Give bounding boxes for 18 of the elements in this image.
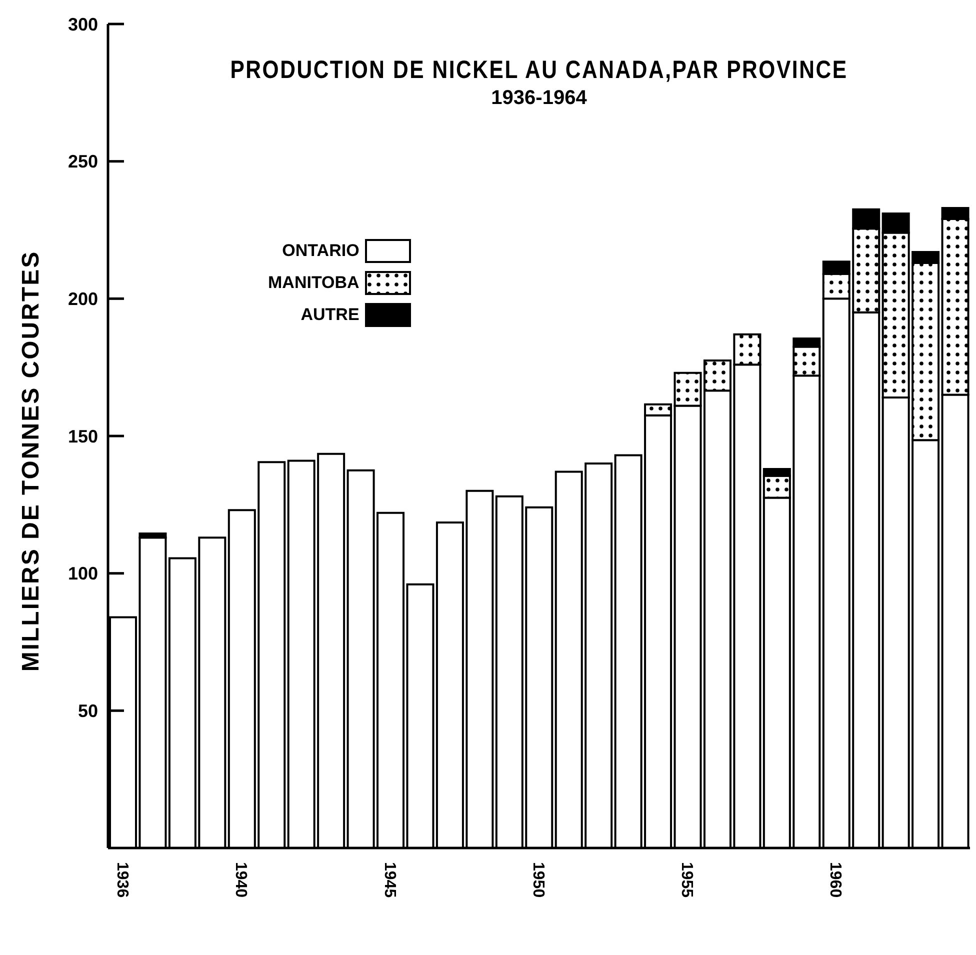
x-tick-label: 1936	[113, 862, 130, 898]
x-tick-label: 1955	[678, 862, 696, 898]
y-tick-label: 250	[68, 152, 98, 172]
y-tick-label: 300	[68, 14, 98, 34]
legend-label: ONTARIO	[282, 241, 360, 261]
legend-label: MANITOBA	[268, 273, 360, 293]
text: 1936-1964	[490, 87, 588, 110]
x-tick-label: 1945	[380, 862, 398, 898]
x-tick-label: 1950	[529, 862, 546, 898]
legend-label: AUTRE	[300, 305, 360, 325]
y-axis-title: MILLIERS DE TONNES COURTES	[18, 250, 46, 672]
y-tick-label: 100	[68, 564, 98, 584]
x-tick-label: 1940	[232, 862, 250, 898]
y-tick-label: 200	[68, 288, 98, 309]
x-tick-label: 1960	[826, 862, 844, 898]
text: PRODUCTION DE NICKEL AU CANADA,PAR PROVINCE	[229, 56, 849, 85]
y-tick-label: 50	[78, 700, 98, 721]
y-tick-label: 150	[68, 426, 98, 446]
